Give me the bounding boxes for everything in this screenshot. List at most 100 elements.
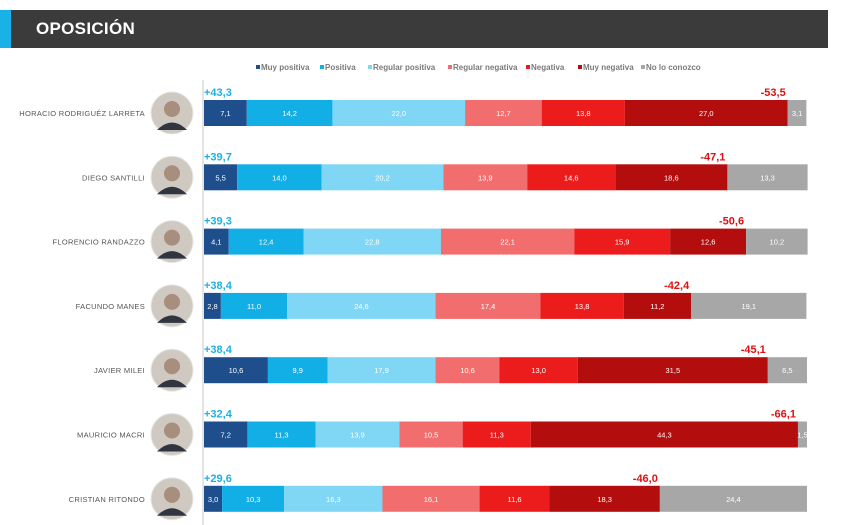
legend-swatch (448, 65, 452, 69)
avatar-body-icon (157, 444, 187, 452)
positive-total-label: +43,3 (204, 87, 232, 99)
bar-data-label: 18,6 (664, 173, 679, 182)
legend-swatch (641, 65, 645, 69)
bar-segment (204, 100, 247, 126)
bar-segment (443, 164, 528, 191)
bar-segment (541, 100, 625, 126)
negative-total-label: -47,1 (700, 151, 725, 163)
candidate-name: JAVIER MILEI (94, 366, 145, 375)
bar-segment (462, 421, 531, 448)
legend-entry: Muy positiva (261, 63, 310, 72)
positive-total-label: +38,4 (204, 280, 233, 292)
bar-segment (530, 421, 798, 448)
bar-data-label: 17,9 (374, 366, 389, 375)
bar-data-label: 10,5 (424, 431, 439, 440)
section-title: OPOSICIÓN (36, 19, 136, 38)
bar-segment (797, 421, 807, 448)
bar-segment (284, 485, 383, 512)
legend-swatch (368, 65, 372, 69)
bar-data-label: 13,3 (760, 173, 775, 182)
positive-total-label: +39,3 (204, 216, 232, 228)
bar-data-label: 16,1 (424, 495, 439, 504)
bar-segment (435, 357, 500, 384)
bar-segment (204, 421, 248, 448)
candidate-name: HORACIO RODRIGUÉZ LARRETA (19, 109, 145, 118)
avatar-head-icon (164, 229, 180, 246)
bar-segment (659, 485, 807, 512)
bar-data-label: 14,0 (272, 173, 287, 182)
bar-data-label: 13,9 (350, 431, 365, 440)
bar-data-label: 10,3 (246, 495, 261, 504)
bar-segment (727, 164, 808, 191)
bar-segment (465, 100, 542, 126)
avatar-body-icon (157, 315, 187, 323)
bar-data-label: 3,1 (792, 109, 802, 118)
bar-segment (549, 485, 660, 512)
bar-segment (204, 485, 223, 512)
legend-entry: Regular negativa (453, 63, 518, 72)
bar-segment (623, 292, 692, 319)
bar-segment (574, 228, 671, 255)
legend-entry: Regular positiva (373, 63, 436, 72)
bar-segment (440, 228, 575, 255)
candidate-name: DIEGO SANTILLI (82, 173, 145, 182)
legend-entry: Positiva (325, 63, 356, 72)
bar-data-label: 10,2 (770, 238, 785, 247)
negative-total-label: -53,5 (761, 87, 786, 99)
bar-data-label: 14,2 (282, 109, 297, 118)
avatar-body-icon (157, 122, 187, 130)
avatar-body-icon (157, 379, 187, 388)
positive-total-label: +29,6 (204, 473, 232, 485)
avatar-head-icon (164, 422, 180, 439)
positive-total-label: +39,7 (204, 151, 232, 163)
bar-data-label: 11,6 (508, 495, 522, 504)
bar-segment (577, 357, 768, 384)
bar-data-label: 7,1 (220, 109, 230, 118)
bar-segment (220, 292, 288, 319)
bar-segment (327, 357, 436, 384)
bar-segment (246, 100, 333, 126)
bar-segment (787, 100, 807, 126)
avatar-body-icon (157, 186, 187, 195)
bar-segment (204, 228, 229, 255)
bar-data-label: 1,5 (797, 431, 807, 440)
legend-swatch (578, 65, 582, 69)
bar-data-label: 10,6 (229, 366, 244, 375)
bar-data-label: 7,2 (220, 431, 230, 440)
bar-segment (267, 357, 328, 384)
bar-data-label: 11,3 (274, 431, 288, 440)
bar-segment (222, 485, 285, 512)
bar-segment (303, 228, 441, 255)
bar-segment (615, 164, 728, 191)
bar-segment (315, 421, 400, 448)
header-accent-bar (0, 10, 11, 48)
positive-total-label: +38,4 (204, 344, 233, 356)
bar-segment (691, 292, 807, 319)
bar-data-label: 24,4 (726, 495, 741, 504)
bar-data-label: 12,7 (496, 109, 511, 118)
legend-entry: Negativa (531, 63, 565, 72)
bar-data-label: 12,6 (701, 238, 716, 247)
avatar-head-icon (164, 358, 180, 375)
legend-swatch (256, 65, 260, 69)
bar-data-label: 17,4 (481, 302, 496, 311)
bar-data-label: 14,6 (564, 173, 579, 182)
bar-data-label: 5,5 (215, 173, 225, 182)
legend-swatch (320, 65, 324, 69)
bar-segment (237, 164, 322, 191)
bar-segment (382, 485, 480, 512)
bar-data-label: 3,0 (208, 495, 218, 504)
bar-data-label: 9,9 (293, 366, 303, 375)
bar-segment (767, 357, 807, 384)
bar-data-label: 13,0 (531, 366, 546, 375)
bar-segment (228, 228, 304, 255)
bar-segment (527, 164, 616, 191)
bar-data-label: 11,2 (650, 302, 664, 311)
bar-data-label: 22,8 (365, 238, 380, 247)
bar-data-label: 24,6 (354, 302, 369, 311)
negative-total-label: -46,0 (633, 473, 658, 485)
bar-segment (624, 100, 788, 126)
negative-total-label: -66,1 (771, 409, 796, 421)
negative-total-label: -50,6 (719, 216, 744, 228)
bar-data-label: 16,3 (326, 495, 341, 504)
